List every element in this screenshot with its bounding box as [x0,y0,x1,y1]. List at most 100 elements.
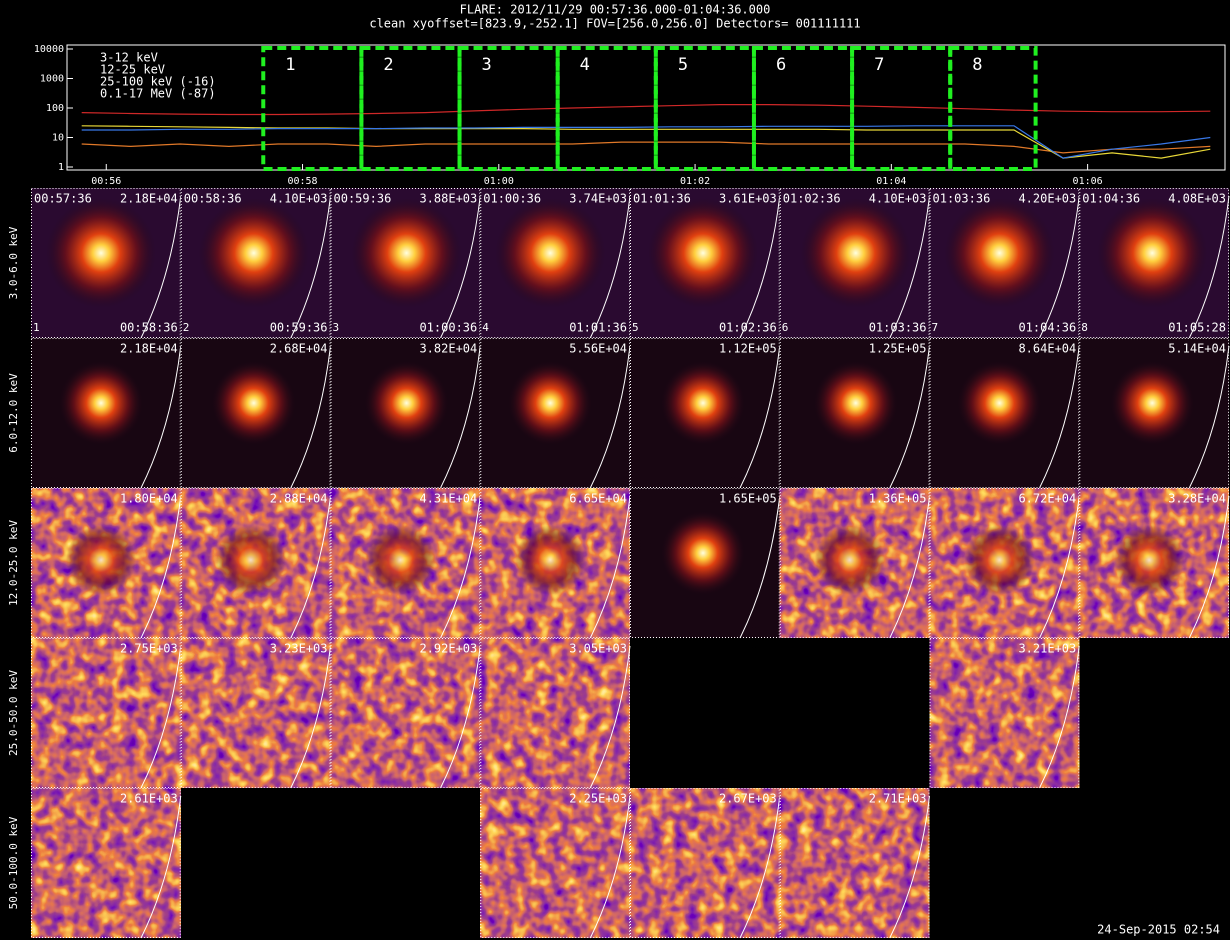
energy-band-label: 3.0-6.0 keV [7,226,20,299]
noise-image [779,788,930,938]
image-max: 3.05E+03 [569,642,627,656]
time-end: 01:03:36 [869,321,927,335]
cell-border [330,488,481,638]
solar-limb [290,645,331,789]
interval-label: 1 [285,55,295,75]
solar-limb [440,345,481,489]
legend-entry: 12-25 keV [100,63,165,77]
legend-entry: 0.1-17 MeV (-87) [100,87,216,101]
energy-band-label: 50.0-100.0 keV [7,816,20,909]
solar-limb [589,195,631,339]
interval-label: 8 [972,55,982,75]
time-start: 01:02:36 [783,192,841,206]
source-blob [215,525,286,595]
solar-limb [140,795,182,939]
image-max: 5.14E+04 [1168,342,1226,356]
interval-box [261,46,364,171]
noise-image [480,638,630,788]
solar-limb [140,495,182,639]
energy-band-label: 6.0-12.0 keV [7,373,20,453]
time-start: 00:58:36 [184,192,242,206]
image-index: 2 [183,321,190,334]
solar-limb [589,345,631,489]
solar-limb [140,345,182,489]
cell-border [929,188,1080,338]
solar-limb [440,195,481,339]
solar-limb [739,795,781,939]
source-blob [365,525,436,595]
image-max: 2.75E+03 [120,642,178,656]
image-max: 5.56E+04 [569,342,627,356]
series-line [81,125,1211,159]
noise-image [929,638,1080,788]
image-index: 6 [782,321,789,334]
solar-limb [1039,195,1080,339]
legend-entry: 3-12 keV [100,51,158,65]
image-index: 7 [932,321,939,334]
cell-border [31,338,181,488]
noise-image [31,788,181,938]
source-blob [648,198,758,308]
interval-box [359,46,462,171]
y-tick-label: 100 [46,103,64,114]
cell-border [31,788,181,938]
image-max: 4.20E+03 [1018,192,1076,206]
solar-limb [739,345,781,489]
time-start: 00:57:36 [34,192,92,206]
y-tick-label: 1 [58,162,64,173]
time-start: 00:59:36 [334,192,392,206]
image-max: 4.10E+03 [869,192,927,206]
x-tick-label: 01:06 [1073,176,1103,187]
source-blob [944,198,1055,308]
y-tick-label: 10 [52,133,64,144]
cell-border [31,638,181,788]
solar-limb [889,195,930,339]
image-max: 2.92E+03 [419,642,477,656]
image-max: 1.65E+05 [719,492,777,506]
source-blob [495,198,606,308]
series-line [81,103,1211,116]
source-blob [66,525,136,595]
y-tick-label: 1000 [40,74,64,85]
source-blob [661,361,745,445]
solar-limb [1188,195,1230,339]
interval-label: 7 [874,55,884,75]
interval-label: 2 [383,55,393,75]
cell-border [779,488,930,638]
cell-border [630,188,780,338]
source-blob [964,525,1035,595]
source-blob [800,198,911,308]
cell-border [31,188,181,338]
time-end: 01:01:36 [569,321,627,335]
cell-border [929,338,1080,488]
noise-image [180,638,331,788]
image-max: 2.18E+04 [120,192,178,206]
image-max: 4.10E+03 [270,192,328,206]
image-index: 4 [482,321,489,334]
y-tick-label: 10000 [34,44,64,55]
x-tick-label: 00:58 [287,176,317,187]
image-index: 5 [632,321,639,334]
interval-box [751,46,855,171]
legend-entry: 25-100 keV (-16) [100,75,216,89]
energy-band-label: 25.0-50.0 keV [7,670,20,756]
noise-image [330,638,481,788]
solar-limb [290,345,331,489]
time-end: 01:04:36 [1018,321,1076,335]
interval-label: 3 [482,55,492,75]
cell-border [180,488,331,638]
image-max: 1.12E+05 [719,342,777,356]
image-max: 2.25E+03 [569,792,627,806]
image-max: 4.08E+03 [1168,192,1226,206]
time-end: 01:02:36 [719,321,777,335]
cell-border [480,188,630,338]
solar-limb [1188,345,1230,489]
cell-border [1079,488,1229,638]
source-blob [211,361,296,445]
image-max: 3.28E+04 [1168,492,1226,506]
image-index: 8 [1081,321,1088,334]
time-end: 01:00:36 [419,321,477,335]
source-blob [1097,198,1208,308]
image-max: 2.68E+04 [270,342,328,356]
cell-border [929,638,1080,788]
